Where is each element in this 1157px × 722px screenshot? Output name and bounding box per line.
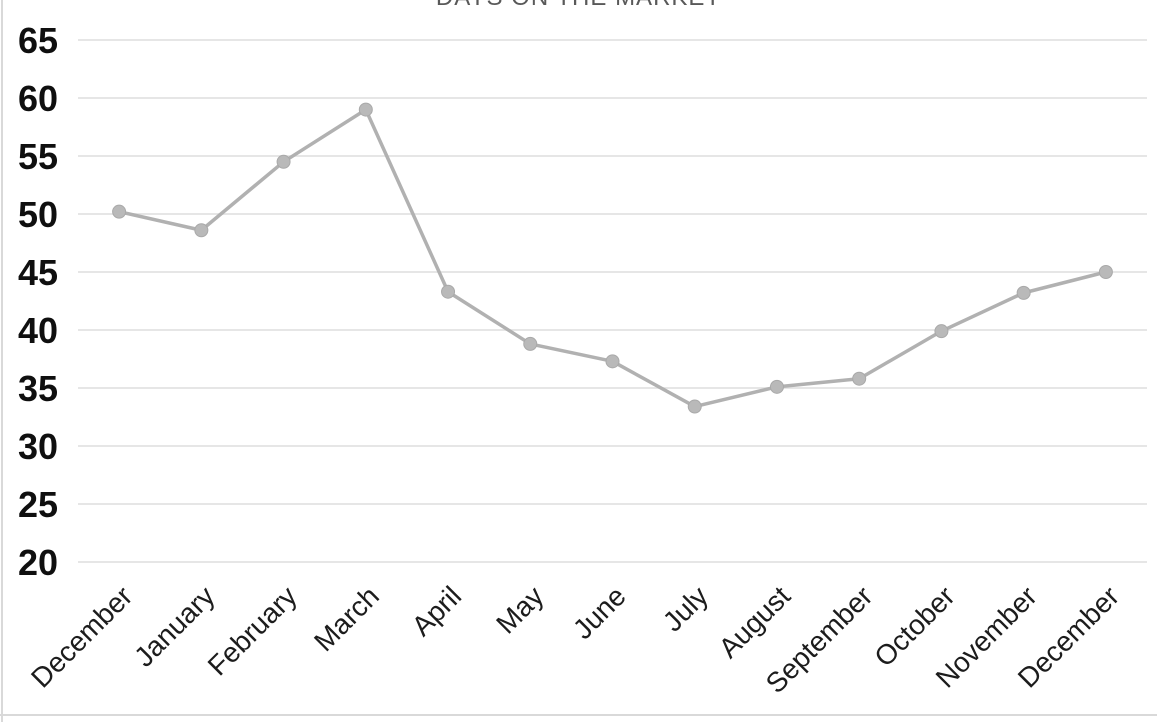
- data-point-marker: [769, 379, 784, 394]
- data-point-marker: [441, 284, 456, 299]
- left-border-line: [1, 0, 3, 722]
- data-point-marker: [934, 324, 949, 339]
- x-tick-label: July: [657, 580, 714, 637]
- y-tick-label: 45: [18, 252, 58, 293]
- x-tick-label: June: [567, 580, 632, 645]
- x-tick-label: May: [490, 580, 549, 639]
- data-point-marker: [687, 399, 702, 414]
- data-point-marker: [358, 102, 373, 117]
- x-tick-label: August: [713, 580, 797, 664]
- data-point-marker: [852, 371, 867, 386]
- data-point-marker: [112, 204, 127, 219]
- y-tick-label: 30: [18, 426, 58, 467]
- data-point-marker: [605, 354, 620, 369]
- x-tick-label: February: [202, 580, 303, 681]
- chart-title-text: DAYS ON THE MARKET: [436, 0, 721, 9]
- y-tick-label: 65: [18, 20, 58, 61]
- data-point-marker: [276, 154, 291, 169]
- bottom-border-line: [0, 714, 1157, 716]
- y-tick-label: 50: [18, 194, 58, 235]
- x-tick-label: April: [406, 580, 468, 642]
- y-tick-label: 60: [18, 78, 58, 119]
- y-tick-label: 40: [18, 310, 58, 351]
- y-tick-label: 55: [18, 136, 58, 177]
- data-point-marker: [1016, 285, 1031, 300]
- chart-title: DAYS ON THE MARKET: [0, 0, 1157, 9]
- y-tick-label: 35: [18, 368, 58, 409]
- x-tick-label: December: [25, 580, 138, 693]
- y-tick-label: 25: [18, 484, 58, 525]
- data-point-marker: [523, 336, 538, 351]
- data-point-marker: [194, 223, 209, 238]
- data-point-marker: [1098, 265, 1113, 279]
- y-tick-label: 20: [18, 542, 58, 583]
- x-tick-label: March: [308, 580, 385, 657]
